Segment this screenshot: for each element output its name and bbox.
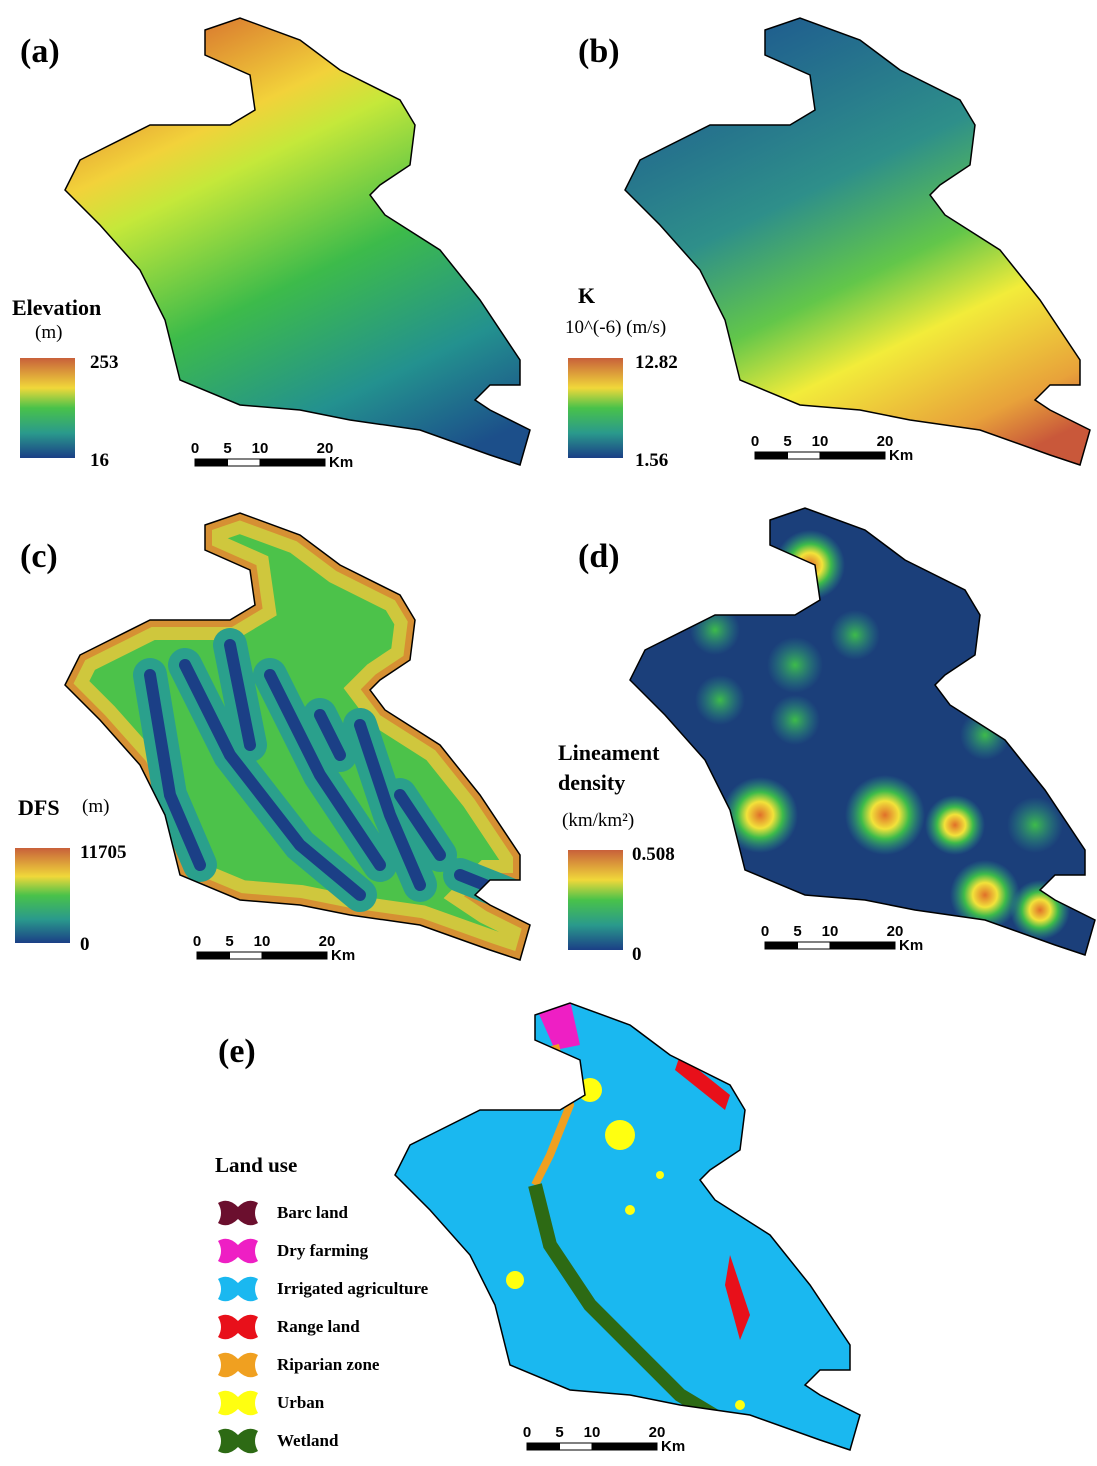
- legend-swatch: [218, 1428, 258, 1454]
- scale-bar-tick: 5: [225, 933, 233, 950]
- scale-bar-unit: Km: [889, 447, 913, 464]
- legend-title: Elevation: [12, 295, 101, 320]
- legend-title: density: [558, 770, 625, 795]
- scale-bar-segment: [559, 1442, 593, 1451]
- legend-max: 11705: [80, 842, 126, 863]
- legend-item: Wetland: [277, 1431, 339, 1450]
- legend-title: K: [578, 283, 595, 308]
- scale-bar-unit: Km: [331, 947, 355, 964]
- legend-swatch: [218, 1200, 258, 1226]
- scale-bar-tick: 20: [317, 440, 334, 457]
- legend-max: 253: [90, 352, 119, 373]
- legend-ramp: [568, 358, 623, 458]
- map-e: [394, 1002, 861, 1451]
- legend-swatch: [218, 1390, 258, 1416]
- scale-bar-segment: [787, 451, 821, 460]
- legend-min: 0: [632, 944, 642, 965]
- scale-bar-unit: Km: [661, 1438, 685, 1455]
- scale-bar-tick: 10: [822, 923, 839, 940]
- scale-bar-tick: 10: [252, 440, 269, 457]
- scale-bar-tick: 20: [887, 923, 904, 940]
- legend-swatch: [218, 1238, 258, 1264]
- scale-bar-tick: 20: [649, 1424, 666, 1441]
- scale-bar-segment: [227, 458, 261, 467]
- scale-bar-tick: 0: [761, 923, 769, 940]
- legend-item: Urban: [277, 1393, 325, 1412]
- panel-label: (b): [578, 33, 620, 70]
- map-a: [64, 17, 531, 466]
- legend-item: Range land: [277, 1317, 360, 1336]
- scale-bar-segment: [261, 951, 328, 960]
- map-d: [629, 507, 1096, 956]
- scale-bar-segment: [194, 458, 228, 467]
- scale-bar-tick: 5: [223, 440, 231, 457]
- scale-bar-tick: 5: [783, 433, 791, 450]
- map-c: [64, 512, 531, 961]
- scale-bar-segment: [526, 1442, 560, 1451]
- legend-swatch: [218, 1314, 258, 1340]
- legend-unit: (m): [35, 322, 62, 343]
- legend-unit: (km/km²): [562, 810, 634, 831]
- scale-bar-tick: 20: [877, 433, 894, 450]
- legend-min: 0: [80, 934, 90, 955]
- scale-bar-segment: [591, 1442, 658, 1451]
- scale-bar-unit: Km: [899, 937, 923, 954]
- legend-item: Dry farming: [277, 1241, 369, 1260]
- scale-bar-segment: [819, 451, 886, 460]
- legend-swatch: [218, 1352, 258, 1378]
- scale-bar-tick: 5: [793, 923, 801, 940]
- scale-bar-tick: 10: [812, 433, 829, 450]
- legend-item: Riparian zone: [277, 1355, 380, 1374]
- map-b: [624, 17, 1091, 466]
- legend-item: Barc land: [277, 1203, 349, 1222]
- scale-bar-unit: Km: [329, 454, 353, 471]
- legend-title: Lineament: [558, 740, 660, 765]
- legend-ramp: [15, 848, 70, 943]
- scale-bar-tick: 0: [191, 440, 199, 457]
- scale-bar-tick: 0: [751, 433, 759, 450]
- legend-title: DFS: [18, 795, 60, 820]
- legend-max: 0.508: [632, 844, 675, 865]
- panel-label: (a): [20, 33, 60, 70]
- scale-bar-segment: [259, 458, 326, 467]
- scale-bar-tick: 10: [584, 1424, 601, 1441]
- scale-bar-tick: 5: [555, 1424, 563, 1441]
- panel-label: (e): [218, 1033, 256, 1070]
- scale-bar-tick: 20: [319, 933, 336, 950]
- scale-bar-segment: [764, 941, 798, 950]
- scale-bar-segment: [829, 941, 896, 950]
- legend-swatch: [218, 1276, 258, 1302]
- scale-bar-segment: [196, 951, 230, 960]
- legend-ramp: [568, 850, 623, 950]
- scale-bar-segment: [229, 951, 263, 960]
- scale-bar-tick: 0: [523, 1424, 531, 1441]
- scale-bar-segment: [754, 451, 788, 460]
- legend-unit: (m): [82, 796, 109, 817]
- legend-unit: 10^(-6) (m/s): [565, 317, 666, 338]
- panel-label: (d): [578, 538, 620, 575]
- legend-max: 12.82: [635, 352, 678, 373]
- legend-title: Land use: [215, 1153, 297, 1177]
- legend-min: 16: [90, 450, 109, 471]
- legend-min: 1.56: [635, 450, 668, 471]
- legend-item: Irrigated agriculture: [277, 1279, 429, 1298]
- scale-bar-segment: [797, 941, 831, 950]
- legend-ramp: [20, 358, 75, 458]
- scale-bar-tick: 10: [254, 933, 271, 950]
- panel-label: (c): [20, 538, 58, 575]
- scale-bar-tick: 0: [193, 933, 201, 950]
